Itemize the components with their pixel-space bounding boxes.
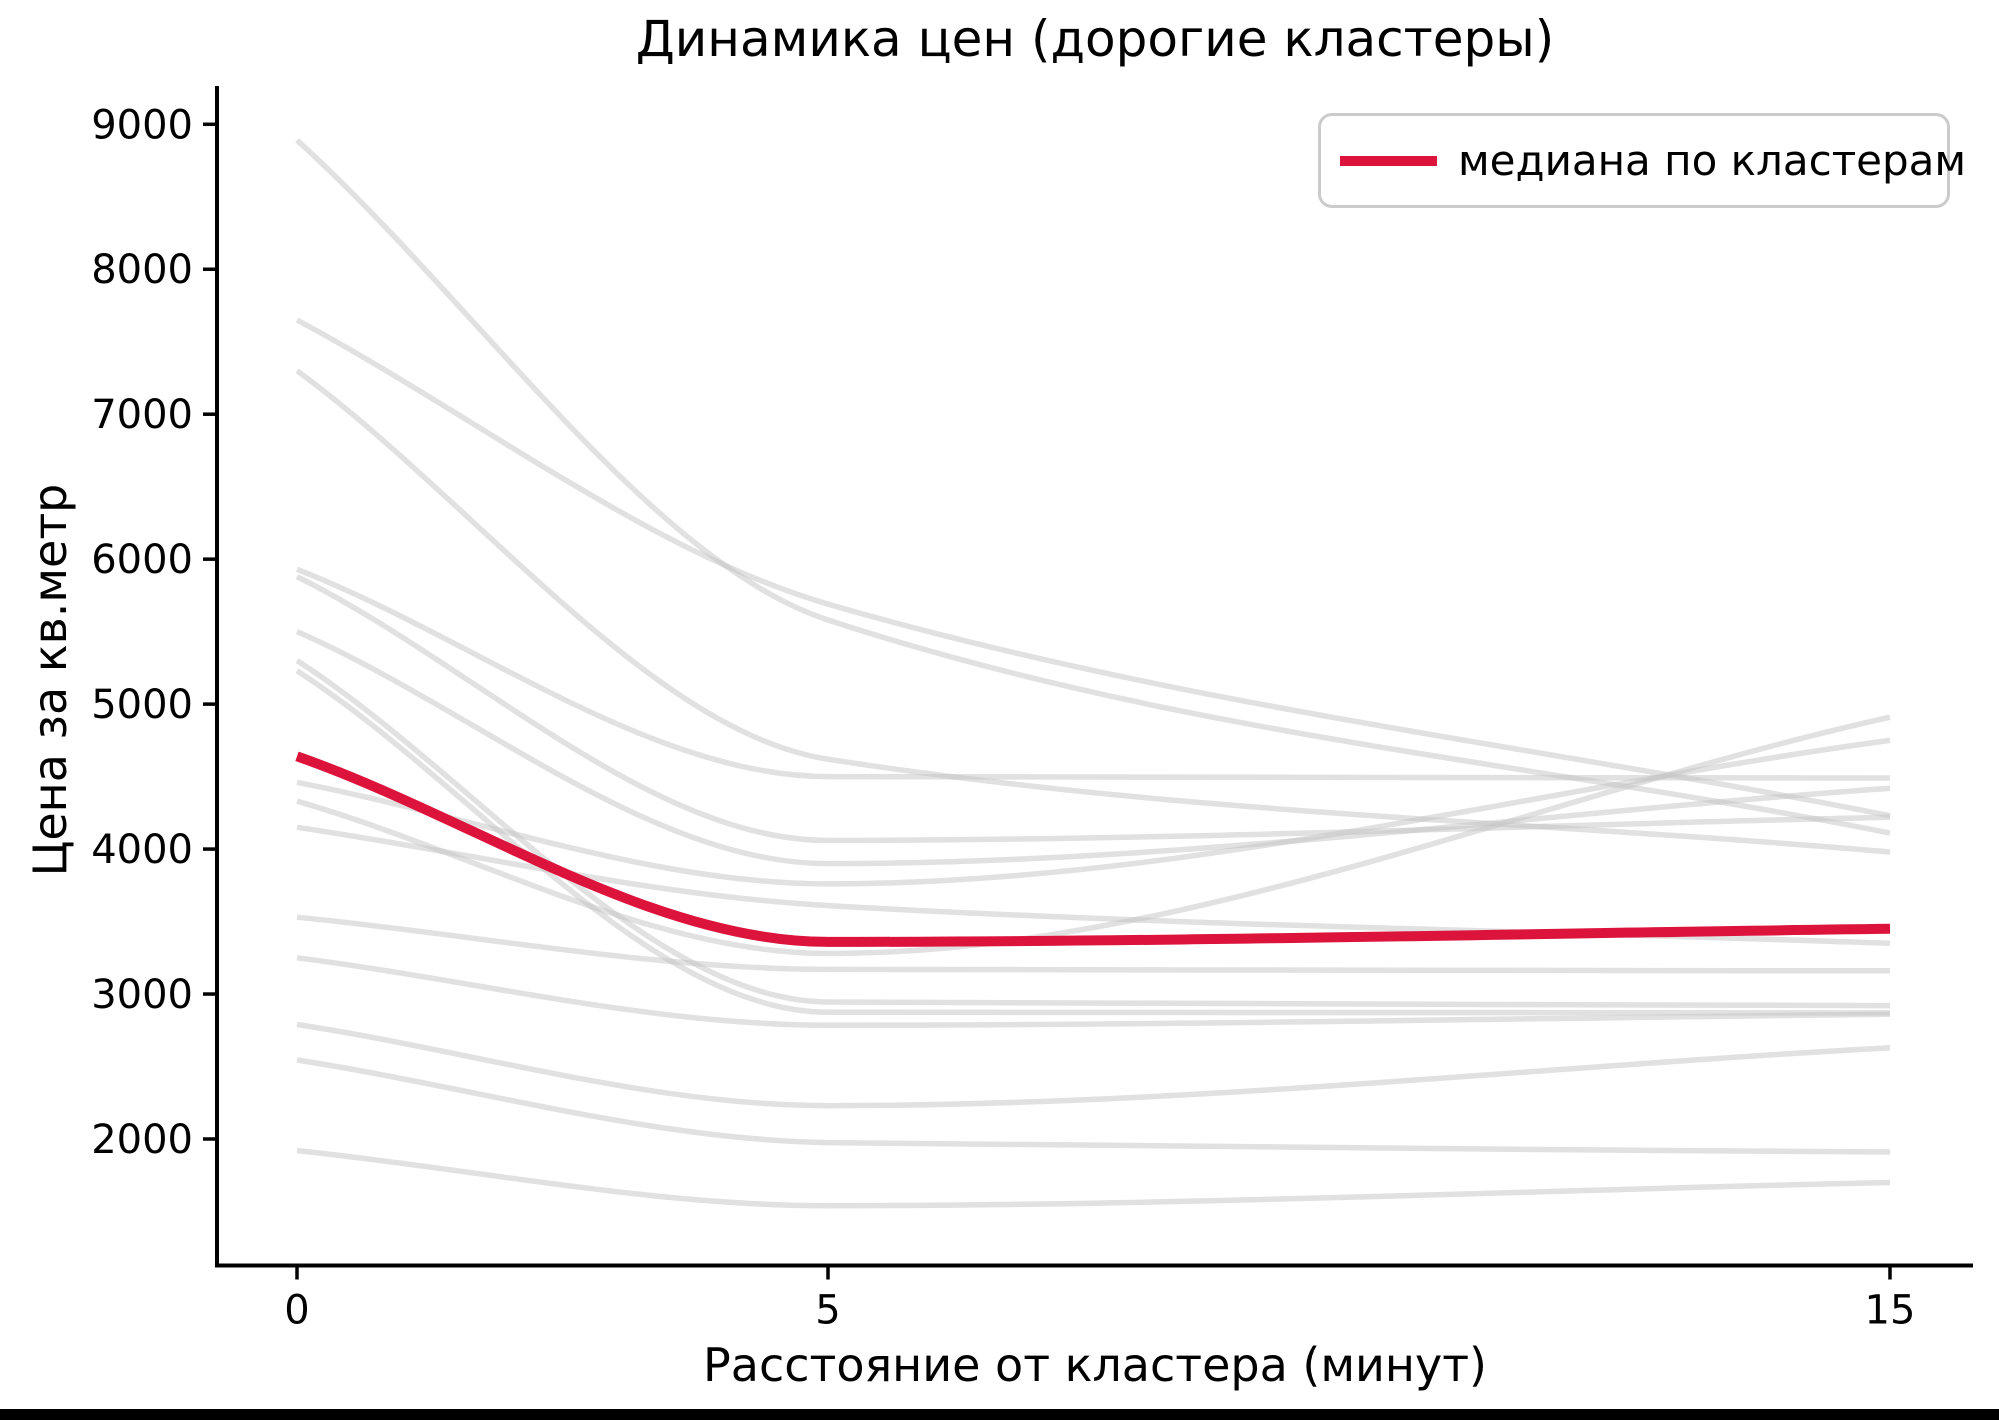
x-tick-label: 5: [815, 1288, 840, 1334]
cluster-line: [295, 566, 1891, 781]
cluster-line: [296, 737, 1891, 887]
y-tick-label: 9000: [91, 102, 193, 148]
cluster-line: [296, 914, 1891, 974]
cluster-line: [295, 668, 1891, 1016]
cluster-line: [295, 658, 1891, 1009]
cluster-line: [296, 1057, 1891, 1155]
cluster-line: [296, 1021, 1891, 1109]
x-axis-label: Расстояние от кластера (минут): [703, 1338, 1487, 1392]
cluster-line: [296, 1147, 1891, 1209]
cluster-line: [296, 714, 1891, 957]
y-tick-label: 4000: [91, 827, 193, 873]
legend-median-label: медиана по кластерам: [1458, 136, 1967, 185]
cluster-line: [295, 629, 1891, 867]
legend: медиана по кластерам: [1318, 113, 1966, 208]
chart-title: Динамика цен (дорогие кластеры): [635, 10, 1555, 68]
screenshot-bottom-edge: [0, 1409, 1999, 1420]
median-line: [295, 751, 1891, 947]
y-tick-label: 3000: [91, 972, 193, 1018]
cluster-line: [295, 317, 1891, 819]
cluster-line: [296, 955, 1891, 1028]
y-tick-label: 8000: [91, 247, 193, 293]
x-tick-label: 0: [284, 1288, 309, 1334]
y-tick-label: 7000: [91, 392, 193, 438]
y-tick-label: 5000: [91, 682, 193, 728]
cluster-line: [295, 574, 1891, 844]
cluster-line: [295, 138, 1891, 836]
y-tick-label: 2000: [91, 1117, 193, 1163]
x-tick-label: 15: [1865, 1288, 1916, 1334]
cluster-line: [295, 368, 1891, 855]
y-tick-label: 6000: [91, 537, 193, 583]
legend-median-swatch: [1340, 155, 1437, 166]
